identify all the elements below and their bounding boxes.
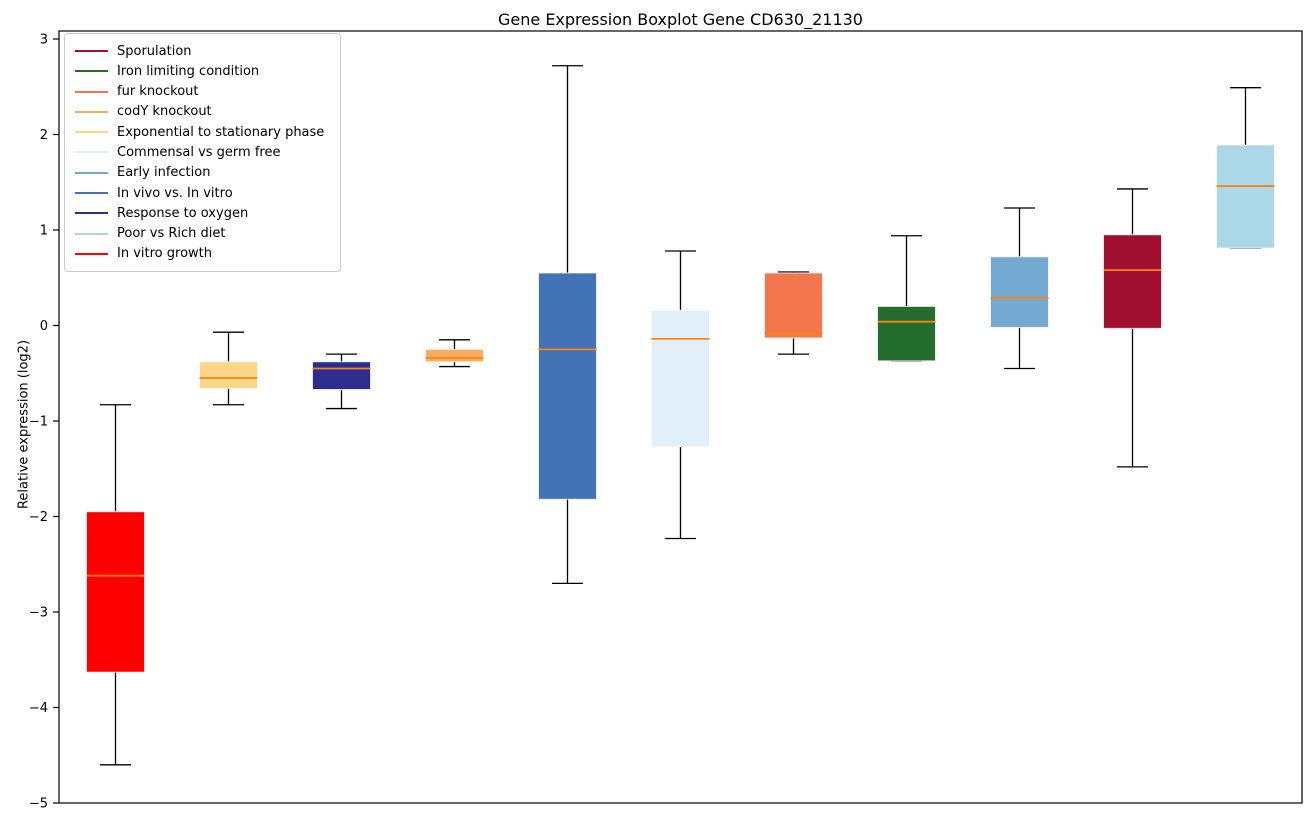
legend-swatch (75, 192, 108, 195)
legend-item-commensal-vs-germ-free: Commensal vs germ free (75, 142, 330, 162)
legend-swatch (75, 232, 108, 235)
legend-label: Sporulation (117, 43, 192, 59)
legend-item-sporulation: Sporulation (75, 41, 330, 61)
y-tick-label: −1 (29, 415, 48, 430)
legend-label: Response to oxygen (117, 205, 249, 221)
legend: Sporulation Iron limiting condition fur kn… (64, 33, 341, 272)
legend-item-poor-vs-rich-diet: Poor vs Rich diet (75, 224, 330, 244)
legend-label: Commensal vs germ free (117, 144, 281, 160)
legend-item-fur-knockout: fur knockout (75, 82, 330, 102)
legend-item-response-to-oxygen: Response to oxygen (75, 203, 330, 223)
legend-item-in-vitro-growth: In vitro growth (75, 244, 330, 264)
y-tick-label: −3 (29, 606, 48, 621)
y-tick-label: 0 (40, 319, 48, 334)
box-exponential-to-stationary-phase (199, 331, 258, 406)
iqr-box (1216, 144, 1275, 249)
legend-item-in-vivo-vs-in-vitro: In vivo vs. In vitro (75, 183, 330, 203)
iqr-box (877, 305, 936, 362)
box-response-to-oxygen (312, 353, 371, 410)
legend-swatch (75, 252, 108, 255)
legend-swatch (75, 90, 108, 93)
legend-label: In vitro growth (117, 246, 212, 262)
iqr-box (86, 511, 145, 673)
box-fur-knockout (764, 271, 823, 355)
box-iron-limiting-condition (877, 235, 936, 362)
iqr-box (312, 361, 371, 390)
legend-swatch (75, 131, 108, 134)
box-in-vitro-growth (86, 404, 145, 766)
axes-frame (58, 30, 1303, 804)
legend-item-early-infection: Early infection (75, 163, 330, 183)
legend-label: Iron limiting condition (117, 63, 260, 79)
legend-label: codY knockout (117, 104, 212, 120)
y-tick-label: 1 (40, 224, 48, 239)
iqr-box (764, 272, 823, 339)
iqr-box (538, 272, 597, 500)
y-tick-label: 2 (40, 128, 48, 143)
legend-swatch (75, 151, 108, 154)
y-tick-label: 3 (40, 33, 48, 48)
legend-label: fur knockout (117, 84, 199, 100)
legend-label: Exponential to stationary phase (117, 124, 325, 140)
box-poor-vs-rich-diet (1216, 87, 1275, 249)
iqr-box (425, 348, 484, 363)
iqr-box (1103, 234, 1162, 329)
legend-item-exponential-to-stationary-phase: Exponential to stationary phase (75, 122, 330, 142)
box-in-vivo-vs-in-vitro (538, 65, 597, 584)
legend-item-cody-knockout: codY knockout (75, 102, 330, 122)
iqr-box (651, 309, 710, 448)
box-early-infection (990, 207, 1049, 370)
legend-item-iron-limiting-condition: Iron limiting condition (75, 61, 330, 81)
legend-label: Poor vs Rich diet (117, 226, 226, 242)
box-cody-knockout (425, 339, 484, 368)
box-commensal-vs-germ-free (651, 250, 710, 540)
legend-swatch (75, 110, 108, 113)
box-sporulation (1103, 188, 1162, 468)
iqr-box (990, 256, 1049, 328)
legend-label: In vivo vs. In vitro (117, 185, 233, 201)
legend-swatch (75, 70, 108, 73)
legend-swatch (75, 171, 108, 174)
y-tick-label: −2 (29, 510, 48, 525)
y-tick-label: −5 (29, 797, 48, 812)
legend-label: Early infection (117, 165, 211, 181)
legend-swatch (75, 50, 108, 52)
chart-title: Gene Expression Boxplot Gene CD630_21130 (498, 10, 863, 29)
legend-swatch (75, 212, 108, 215)
iqr-box (199, 361, 258, 390)
y-tick-label: −4 (29, 701, 48, 716)
